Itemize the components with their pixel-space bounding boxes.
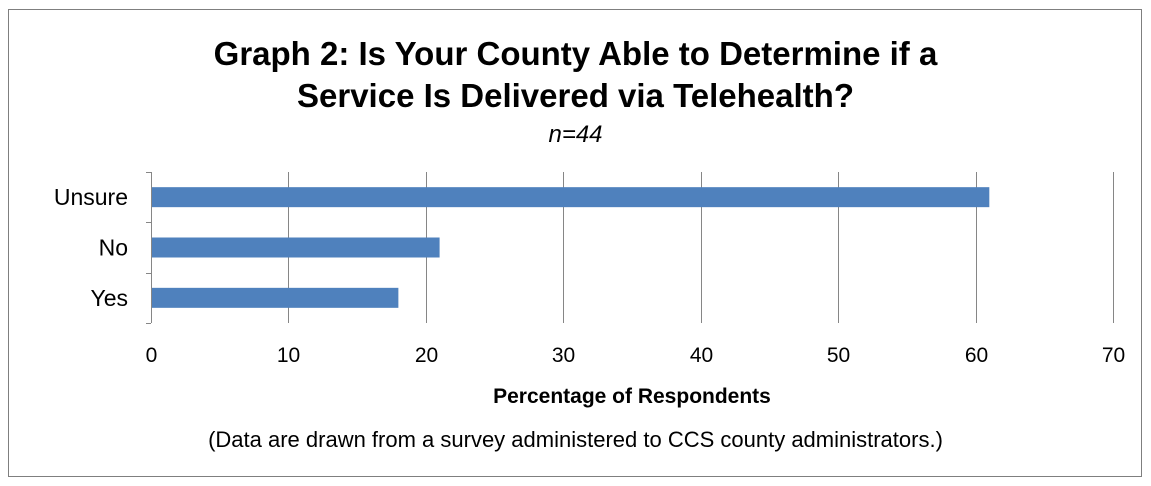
chart-subtitle: n=44	[548, 121, 603, 148]
category-label-unsure: Unsure	[54, 184, 128, 210]
tick-labels: 0 10 20 30 40 50 60 70	[146, 344, 1126, 367]
bars	[152, 187, 990, 308]
category-labels: Unsure No Yes	[54, 184, 128, 311]
category-label-yes: Yes	[90, 285, 128, 311]
x-tick-label-10: 10	[277, 344, 300, 367]
axes	[146, 172, 152, 324]
x-tick-label-20: 20	[415, 344, 438, 367]
footnote: (Data are drawn from a survey administer…	[208, 427, 943, 452]
chart-title-line-2: Service Is Delivered via Telehealth?	[296, 77, 854, 114]
bar-unsure	[152, 187, 990, 208]
x-tick-label-50: 50	[827, 344, 850, 367]
x-tick-label-60: 60	[965, 344, 988, 367]
category-label-no: No	[99, 235, 128, 261]
x-tick-label-0: 0	[146, 344, 158, 367]
bar-no	[152, 237, 440, 258]
x-tick-label-70: 70	[1102, 344, 1125, 367]
x-tick-label-30: 30	[552, 344, 575, 367]
x-tick-label-40: 40	[690, 344, 713, 367]
x-axis-label: Percentage of Respondents	[493, 385, 771, 408]
chart-title-line-1: Graph 2: Is Your County Able to Determin…	[213, 35, 938, 72]
bar-yes	[152, 287, 399, 308]
